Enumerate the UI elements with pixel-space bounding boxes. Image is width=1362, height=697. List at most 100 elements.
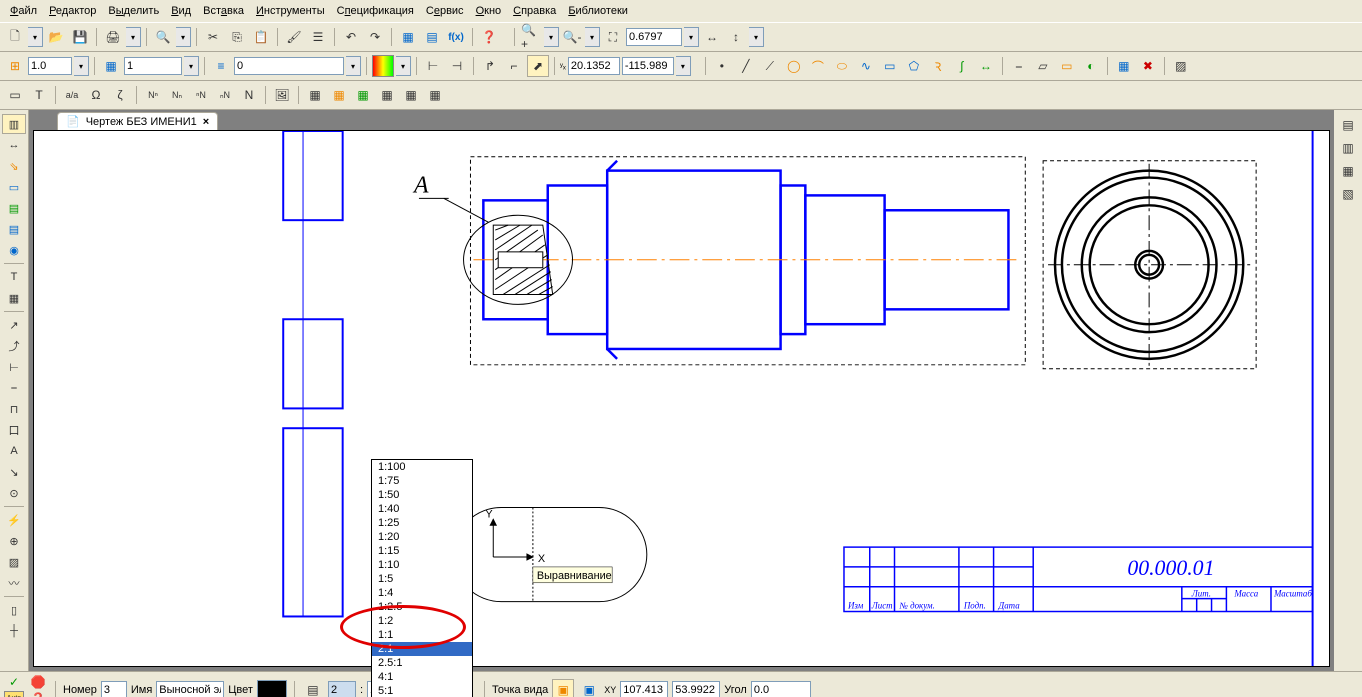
arc-button[interactable]: ⌒ — [807, 55, 829, 77]
new-button[interactable]: 🗋 — [4, 26, 26, 48]
scale-dropdown-list[interactable]: 1:1001:751:501:401:251:201:151:101:51:41… — [371, 459, 473, 697]
extend-button[interactable]: ▱ — [1032, 55, 1054, 77]
axis-tool-button[interactable]: ┼ — [2, 621, 26, 641]
fill-button[interactable]: ▨ — [1170, 55, 1192, 77]
step-input[interactable] — [28, 57, 72, 75]
nomer-input[interactable] — [101, 681, 127, 697]
zoom-out-dropdown[interactable]: ▾ — [585, 27, 600, 47]
spline-button[interactable]: ∿ — [855, 55, 877, 77]
line-button[interactable]: ╱ — [735, 55, 757, 77]
zoom-value-input[interactable] — [626, 28, 682, 46]
polyline-button[interactable]: ⟋ — [759, 55, 781, 77]
scale-option[interactable]: 1:2.5 — [372, 600, 472, 614]
menu-select[interactable]: Выделить — [108, 5, 159, 17]
style-input[interactable] — [234, 57, 344, 75]
line2-tool-button[interactable]: ⎯ — [2, 378, 26, 398]
cursor-y-input[interactable] — [622, 57, 674, 75]
cut-button[interactable]: ✂ — [202, 26, 224, 48]
bolt-tool-button[interactable]: ⚡ — [2, 510, 26, 530]
trim-button[interactable]: ⎯ — [1008, 55, 1030, 77]
zoom-out-button[interactable]: 🔍- — [561, 26, 583, 48]
tochka-x-input[interactable] — [620, 681, 668, 697]
menu-spec[interactable]: Спецификация — [337, 5, 414, 17]
save-button[interactable]: 💾 — [69, 26, 91, 48]
ellipse-button[interactable]: ⬭ — [831, 55, 853, 77]
scale-option[interactable]: 1:20 — [372, 530, 472, 544]
edit-panel-button[interactable]: ▭ — [2, 177, 26, 197]
scale-option[interactable]: 1:100 — [372, 460, 472, 474]
manager-button[interactable]: ▦ — [397, 26, 419, 48]
marks-panel-button[interactable]: ⇘ — [2, 156, 26, 176]
plain-button[interactable]: N — [238, 84, 260, 106]
view-tool-button[interactable]: ▯ — [2, 600, 26, 620]
poly-button[interactable]: ⬠ — [903, 55, 925, 77]
menu-editor[interactable]: Редактор — [49, 5, 96, 17]
menu-help[interactable]: Справка — [513, 5, 556, 17]
menu-view[interactable]: Вид — [171, 5, 191, 17]
scale-option[interactable]: 4:1 — [372, 670, 472, 684]
zoom-in-button[interactable]: 🔍+ — [520, 26, 542, 48]
scale-option[interactable]: 1:2 — [372, 614, 472, 628]
bezier-button[interactable]: ∫ — [951, 55, 973, 77]
tochka-btn1[interactable]: ▣ — [552, 679, 574, 697]
wave-tool-button[interactable]: 〰 — [2, 573, 26, 593]
scale-option[interactable]: 1:15 — [372, 544, 472, 558]
cursor-dropdown[interactable]: ▾ — [676, 56, 691, 76]
measure-panel-button[interactable]: ▤ — [2, 219, 26, 239]
redo-button[interactable]: ↷ — [364, 26, 386, 48]
drawing-area[interactable]: А — [33, 130, 1330, 667]
color-picker-button[interactable] — [372, 55, 394, 77]
hatch-tool-button[interactable]: ▨ — [2, 552, 26, 572]
snap-mid-button[interactable]: ⊣ — [446, 55, 468, 77]
scale-icon-button[interactable]: ▤ — [302, 679, 324, 697]
rect-button[interactable]: ▭ — [879, 55, 901, 77]
fx-button[interactable]: f(x) — [445, 26, 467, 48]
menu-insert[interactable]: Вставка — [203, 5, 244, 17]
circle-button[interactable]: ◯ — [783, 55, 805, 77]
zoom-in-dropdown[interactable]: ▾ — [544, 27, 559, 47]
loop-tool-button[interactable]: ⊙ — [2, 483, 26, 503]
mirror-button[interactable]: ◐ — [1080, 55, 1102, 77]
special-char-button[interactable]: ζ — [109, 84, 131, 106]
zoom-next-dropdown[interactable]: ▾ — [749, 27, 764, 47]
upper-button[interactable]: ⁿN — [190, 84, 212, 106]
snap-end-button[interactable]: ⊢ — [422, 55, 444, 77]
scale-left-input[interactable] — [328, 681, 356, 697]
sup-button[interactable]: Nⁿ — [142, 84, 164, 106]
zoom-prev-button[interactable]: ↔ — [701, 26, 723, 48]
subscript-button[interactable]: a/a — [61, 84, 83, 106]
scale-option[interactable]: 1:75 — [372, 474, 472, 488]
tochka-y-input[interactable] — [672, 681, 720, 697]
imya-input[interactable] — [156, 681, 224, 697]
params-panel-button[interactable]: ▤ — [2, 198, 26, 218]
table3-button[interactable]: ▦ — [352, 84, 374, 106]
cut-tool-button[interactable]: A — [2, 441, 26, 461]
scale-option[interactable]: 1:4 — [372, 586, 472, 600]
stop-button[interactable]: 🛑 — [28, 674, 48, 690]
cursor-x-input[interactable] — [568, 57, 620, 75]
style-button[interactable]: ≡ — [210, 55, 232, 77]
table5-button[interactable]: ▦ — [400, 84, 422, 106]
tochka-btn2[interactable]: ▣ — [578, 679, 600, 697]
help-prop-button[interactable]: ❓ — [28, 691, 48, 697]
right-tool-4[interactable]: ▧ — [1337, 183, 1359, 205]
group-button[interactable]: ▦ — [1113, 55, 1135, 77]
open-button[interactable]: 📂 — [45, 26, 67, 48]
variables-button[interactable]: ▤ — [421, 26, 443, 48]
geom-panel-button[interactable]: ▥ — [2, 114, 26, 134]
color-dropdown[interactable]: ▾ — [396, 56, 411, 76]
print-dropdown[interactable]: ▾ — [126, 27, 141, 47]
tab-close-button[interactable]: × — [203, 116, 209, 128]
help-button[interactable]: ❓ — [478, 26, 500, 48]
scale-option[interactable]: 1:25 — [372, 516, 472, 530]
menu-tools[interactable]: Инструменты — [256, 5, 325, 17]
center-tool-button[interactable]: ⊕ — [2, 531, 26, 551]
scale-option[interactable]: 2:1 — [372, 642, 472, 656]
menu-libs[interactable]: Библиотеки — [568, 5, 628, 17]
color-swatch[interactable] — [257, 680, 287, 697]
table-tool-button[interactable]: ▦ — [2, 288, 26, 308]
preview-button[interactable]: 🔍 — [152, 26, 174, 48]
callout-tool-button[interactable]: 口 — [2, 420, 26, 440]
auto-button[interactable]: Auto — [4, 691, 24, 697]
scale-option[interactable]: 5:1 — [372, 684, 472, 697]
